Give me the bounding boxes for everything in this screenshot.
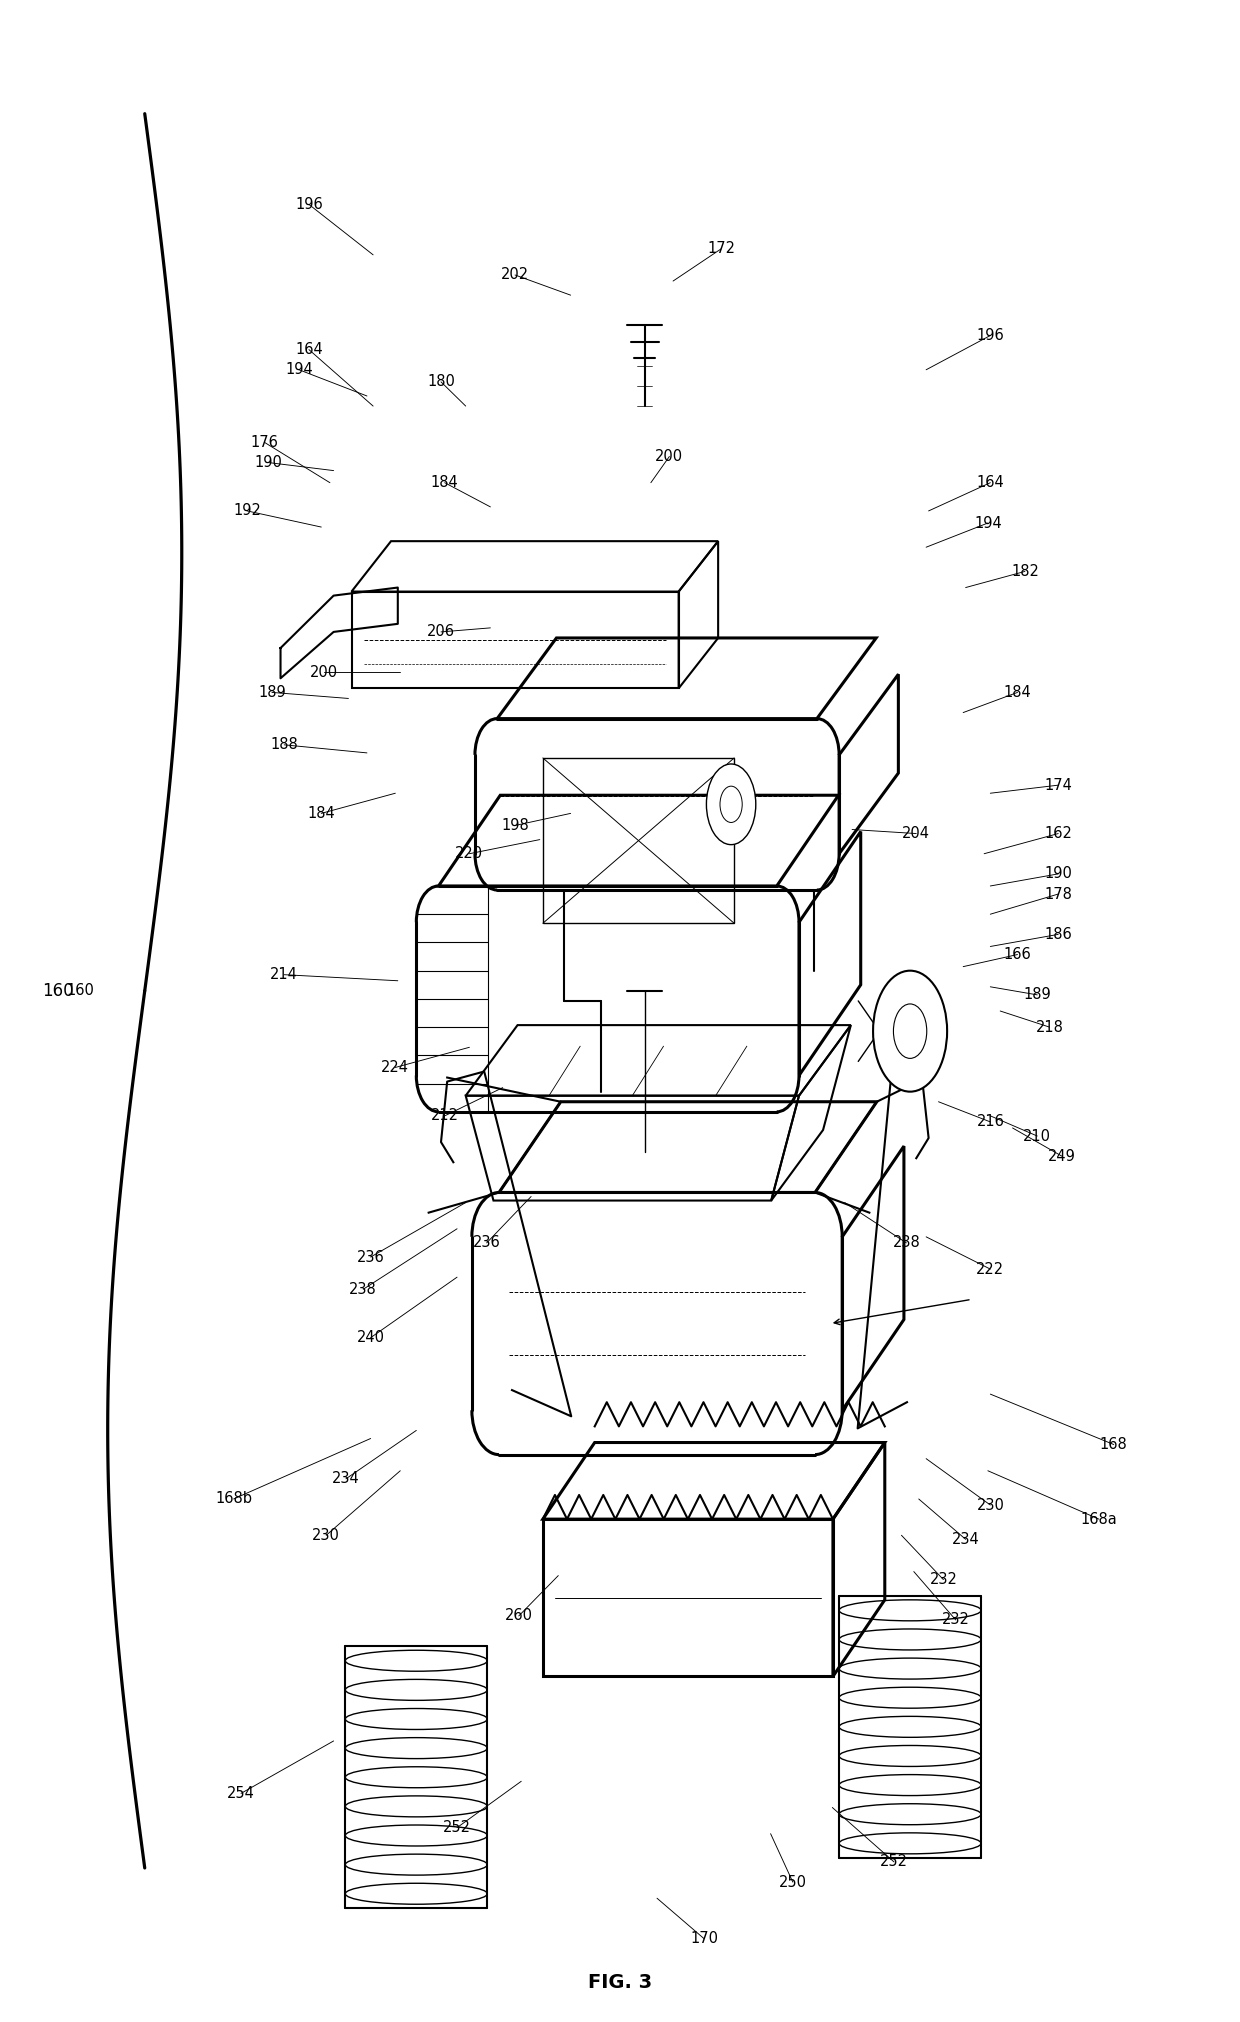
- Text: 236: 236: [472, 1235, 501, 1250]
- Text: 164: 164: [295, 342, 322, 358]
- Text: 160: 160: [67, 983, 94, 999]
- Text: FIG. 3: FIG. 3: [588, 1973, 652, 1992]
- Text: 204: 204: [903, 827, 930, 841]
- Text: 168: 168: [1100, 1438, 1127, 1452]
- Text: 250: 250: [779, 1874, 807, 1891]
- Text: 170: 170: [689, 1931, 718, 1945]
- Text: 202: 202: [501, 267, 529, 283]
- Text: 176: 176: [250, 435, 279, 449]
- Circle shape: [707, 764, 756, 845]
- Text: 168b: 168b: [215, 1492, 252, 1506]
- Text: 230: 230: [312, 1529, 340, 1543]
- Text: 200: 200: [310, 665, 337, 679]
- Text: 236: 236: [357, 1250, 384, 1264]
- Text: 180: 180: [427, 374, 455, 390]
- Text: 168a: 168a: [1080, 1512, 1117, 1527]
- Text: 238: 238: [893, 1235, 920, 1250]
- Text: 189: 189: [258, 685, 285, 700]
- Text: 190: 190: [1044, 865, 1073, 882]
- Text: 234: 234: [332, 1472, 360, 1486]
- Text: 232: 232: [942, 1612, 970, 1628]
- Text: 206: 206: [427, 625, 455, 639]
- Text: 196: 196: [976, 328, 1004, 344]
- Text: 214: 214: [270, 967, 298, 983]
- Circle shape: [873, 971, 947, 1092]
- Text: 212: 212: [430, 1108, 459, 1124]
- Text: 166: 166: [1003, 946, 1032, 962]
- Text: 188: 188: [270, 738, 298, 752]
- Text: 182: 182: [1011, 564, 1039, 578]
- Text: 220: 220: [455, 847, 484, 861]
- Text: 192: 192: [233, 503, 262, 518]
- Text: 178: 178: [1044, 886, 1073, 902]
- Text: 198: 198: [501, 819, 529, 833]
- Text: 249: 249: [1048, 1148, 1076, 1165]
- Text: 232: 232: [930, 1573, 957, 1587]
- Text: 238: 238: [350, 1282, 377, 1296]
- Text: 184: 184: [430, 475, 459, 489]
- Text: 172: 172: [707, 241, 735, 257]
- Text: 254: 254: [227, 1785, 255, 1802]
- Text: 196: 196: [295, 196, 322, 212]
- Text: 224: 224: [382, 1060, 409, 1076]
- Text: 194: 194: [285, 362, 312, 378]
- Text: 210: 210: [1023, 1128, 1052, 1144]
- Text: 200: 200: [655, 449, 683, 463]
- Text: 184: 184: [1003, 685, 1032, 700]
- Text: 230: 230: [976, 1498, 1004, 1512]
- Text: 234: 234: [952, 1533, 980, 1547]
- Text: 160: 160: [42, 983, 74, 999]
- Text: 162: 162: [1044, 827, 1073, 841]
- Text: 189: 189: [1023, 987, 1052, 1003]
- Text: 174: 174: [1044, 778, 1073, 793]
- Text: 184: 184: [308, 807, 335, 821]
- Text: 190: 190: [254, 455, 283, 469]
- Text: 218: 218: [1035, 1019, 1064, 1035]
- Text: 240: 240: [357, 1330, 384, 1345]
- Text: 164: 164: [976, 475, 1004, 489]
- Text: 222: 222: [976, 1262, 1004, 1276]
- Text: 186: 186: [1044, 926, 1073, 942]
- Text: 252: 252: [443, 1820, 471, 1836]
- Text: 194: 194: [973, 516, 1002, 530]
- Text: 216: 216: [976, 1114, 1004, 1130]
- Text: 260: 260: [505, 1607, 533, 1624]
- Text: 252: 252: [880, 1854, 908, 1870]
